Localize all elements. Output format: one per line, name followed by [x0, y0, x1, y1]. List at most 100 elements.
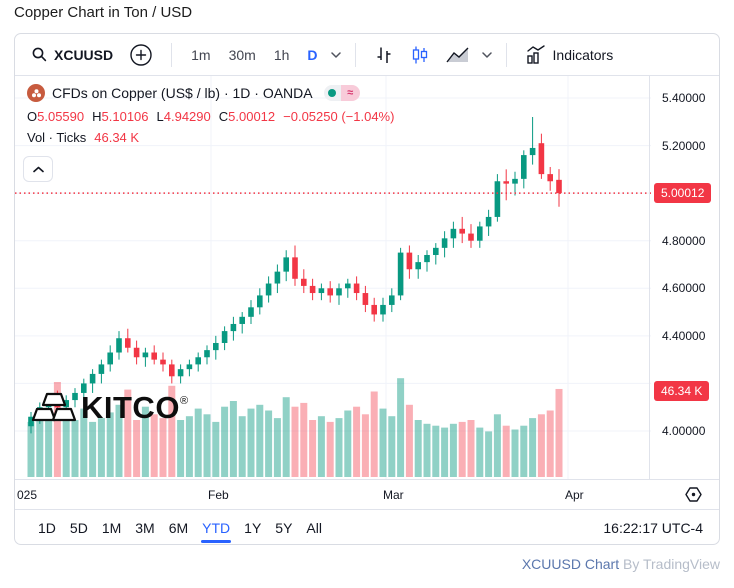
plus-circle-icon	[130, 43, 152, 66]
candle-body	[63, 400, 69, 408]
search-icon	[32, 47, 47, 62]
bars-icon	[377, 47, 391, 63]
symbol-chart-link[interactable]: XCUUSD Chart	[521, 556, 620, 572]
volume-bar	[212, 421, 220, 477]
volume-bar	[300, 402, 308, 477]
interval-1m-button[interactable]: 1m	[184, 43, 217, 67]
volume-bar	[317, 416, 325, 477]
price-tick-label: 4.60000	[662, 281, 706, 296]
compare-add-symbol-button[interactable]	[123, 39, 159, 71]
candle-body	[125, 338, 131, 348]
price-axis[interactable]: 5.40000 5.20000 4.80000 4.60000 4.40000 4.000…	[649, 76, 719, 479]
price-tick-label: 4.40000	[662, 328, 706, 343]
volume-bar	[71, 420, 79, 477]
last-volume-badge: 46.34 K	[654, 381, 710, 401]
collapse-legend-button[interactable]	[23, 156, 53, 182]
candle-body	[547, 174, 553, 182]
volume-bar	[511, 429, 519, 477]
candle-body	[459, 228, 465, 234]
range-all-button[interactable]: All	[299, 512, 329, 544]
volume-bar	[247, 408, 255, 477]
interval-1d-button[interactable]: D	[300, 43, 324, 67]
interval-1h-button[interactable]: 1h	[267, 43, 297, 67]
volume-bar	[449, 423, 457, 477]
clock: 16:22:17 UTC-4	[603, 519, 703, 536]
volume-bar	[106, 412, 114, 477]
candle-body	[380, 304, 386, 315]
volume-bar	[265, 410, 273, 477]
candle-body	[371, 304, 377, 315]
candle-body	[485, 216, 492, 227]
candle-body	[336, 288, 342, 296]
candle-body	[512, 178, 518, 184]
kitco-wordmark: KITCO®	[81, 390, 189, 425]
candle-body	[89, 373, 96, 384]
volume-bar	[133, 420, 141, 477]
volume-bar	[353, 406, 361, 477]
range-5d-button[interactable]: 5D	[63, 512, 95, 544]
volume-bar	[124, 389, 132, 477]
interval-dropdown-button[interactable]	[329, 48, 343, 62]
time-tick-label: Feb	[208, 488, 229, 502]
range-ytd-button[interactable]: YTD	[195, 512, 237, 544]
candle-body	[538, 143, 545, 175]
indicators-icon	[526, 44, 545, 64]
axis-settings-button[interactable]	[684, 485, 703, 507]
bar-style-button[interactable]	[368, 41, 400, 69]
candle-style-button[interactable]	[404, 41, 436, 69]
chevron-down-icon	[330, 51, 341, 58]
candlestick-chart[interactable]	[15, 76, 651, 479]
volume-bar	[502, 425, 510, 477]
indicators-button[interactable]: Indicators	[519, 41, 620, 69]
volume-bar	[221, 406, 229, 477]
volume-bar	[370, 391, 378, 477]
candle-body	[327, 288, 333, 296]
volume-bar	[458, 421, 466, 477]
candle-body	[292, 257, 298, 279]
range-1d-button[interactable]: 1D	[31, 512, 63, 544]
candle-body	[521, 155, 527, 179]
candle-body	[160, 359, 166, 365]
price-tick-label: 5.20000	[662, 138, 706, 153]
range-1y-button[interactable]: 1Y	[237, 512, 268, 544]
candle-body	[477, 226, 483, 241]
volume-bar	[141, 406, 149, 477]
candle-body	[415, 262, 421, 270]
candle-body	[283, 257, 289, 272]
symbol-search-button[interactable]: XCUUSD	[25, 42, 119, 67]
candle-body	[221, 331, 228, 343]
range-3m-button[interactable]: 3M	[128, 512, 161, 544]
volume-bar	[537, 414, 545, 477]
candle-body	[406, 252, 413, 270]
range-6m-button[interactable]: 6M	[162, 512, 195, 544]
volume-bar	[53, 382, 61, 477]
volume-bar	[62, 414, 70, 477]
candle-body	[142, 352, 149, 358]
style-dropdown-button[interactable]	[480, 48, 494, 62]
candle-body	[239, 316, 245, 324]
indicators-label: Indicators	[552, 46, 614, 63]
area-style-button[interactable]	[440, 41, 476, 69]
range-5y-button[interactable]: 5Y	[268, 512, 299, 544]
toolbar-divider	[505, 42, 507, 67]
candle-body	[98, 364, 105, 374]
candle-body	[556, 179, 562, 194]
time-axis[interactable]: 025 Feb Mar Apr	[15, 479, 719, 509]
candle-body	[362, 293, 369, 305]
volume-bar	[397, 378, 405, 477]
volume-bar	[432, 425, 440, 477]
area-icon	[445, 47, 469, 62]
candle-body	[274, 271, 281, 284]
chart-toolbar: XCUUSD 1m 30m 1h D	[15, 34, 719, 76]
interval-30m-button[interactable]: 30m	[222, 43, 263, 67]
attribution-footer: XCUUSD Chart By TradingView	[522, 556, 720, 572]
volume-bar	[476, 427, 484, 477]
volume-bar	[344, 410, 352, 477]
volume-bar	[485, 431, 493, 477]
range-1m-button[interactable]: 1M	[95, 512, 128, 544]
candle-body	[353, 283, 360, 294]
candle-body	[81, 383, 87, 393]
candle-body	[301, 278, 307, 286]
kitco-watermark: KITCO®	[31, 390, 189, 426]
volume-bar	[309, 420, 317, 477]
